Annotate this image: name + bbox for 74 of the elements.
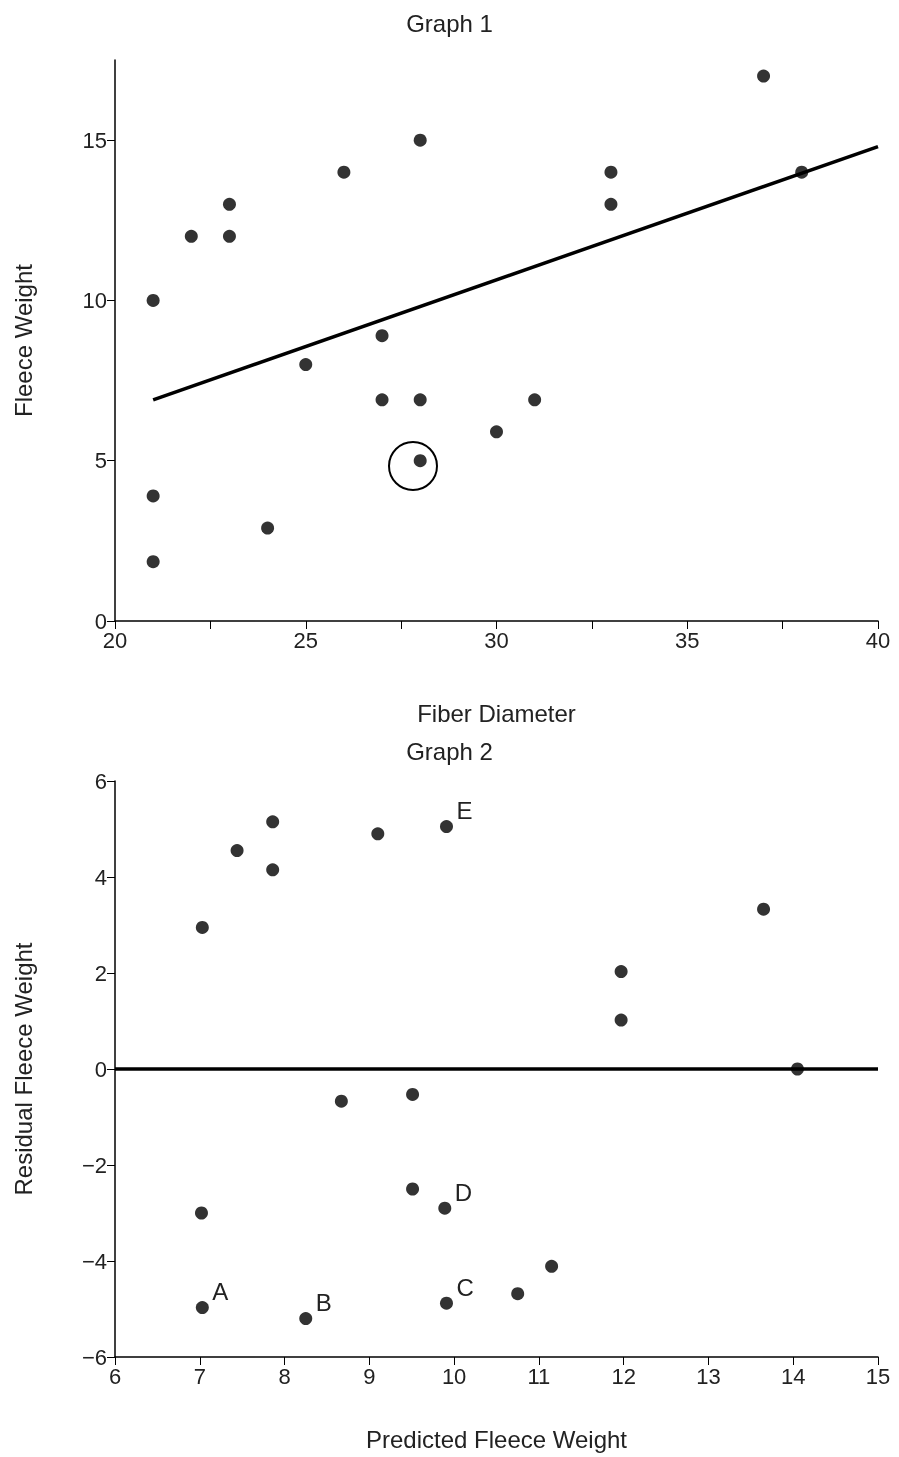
point	[545, 1259, 559, 1273]
y-tick-label: −4	[81, 1248, 107, 1274]
x-tick-label: 40	[865, 627, 891, 653]
point	[195, 1301, 209, 1315]
point	[528, 393, 542, 407]
point	[266, 863, 280, 877]
annotation: D	[454, 1178, 473, 1206]
x-tick-label: 12	[611, 1363, 636, 1389]
point	[222, 197, 236, 211]
y-axis-title: Residual Fleece Weight	[9, 942, 37, 1196]
point	[413, 133, 427, 147]
point	[195, 920, 209, 934]
point	[261, 521, 275, 535]
y-tick-label: 0	[94, 608, 107, 634]
annotation: C	[456, 1273, 474, 1301]
point	[184, 229, 198, 243]
point	[222, 229, 236, 243]
x-tick-label: 11	[527, 1363, 551, 1389]
annotation: A	[212, 1278, 229, 1306]
point	[757, 902, 771, 916]
point	[790, 1062, 804, 1076]
point	[299, 358, 313, 372]
y-tick-label: 10	[82, 287, 107, 313]
x-tick-label: 30	[484, 627, 509, 653]
point	[438, 1201, 452, 1215]
point	[406, 1087, 420, 1101]
point	[439, 820, 453, 834]
y-tick-label: −6	[81, 1344, 107, 1370]
point	[795, 165, 809, 179]
x-tick-label: 14	[780, 1363, 806, 1389]
chart-title: Graph 2	[406, 737, 493, 765]
point	[230, 844, 244, 858]
y-tick-label: 5	[94, 448, 107, 474]
point	[337, 165, 351, 179]
point	[439, 1296, 453, 1310]
point	[146, 555, 160, 569]
x-tick-label: 13	[696, 1363, 721, 1389]
point	[194, 1206, 208, 1220]
point	[266, 815, 280, 829]
point	[375, 393, 389, 407]
x-tick-label: 35	[675, 627, 700, 653]
point	[490, 425, 503, 439]
x-tick-label: 7	[193, 1363, 206, 1389]
point	[334, 1094, 348, 1108]
x-axis-title: Predicted Fleece Weight	[365, 1425, 628, 1453]
y-tick-label: −2	[81, 1152, 107, 1178]
point	[146, 489, 160, 503]
annotation: E	[456, 797, 473, 825]
point	[371, 827, 385, 841]
x-axis-title: Fiber Diameter	[417, 699, 576, 727]
x-tick-label: 10	[441, 1363, 467, 1389]
point	[146, 293, 160, 307]
point	[757, 69, 771, 83]
annotation: B	[315, 1289, 332, 1317]
x-tick-label: 8	[278, 1363, 291, 1389]
point	[406, 1182, 420, 1196]
y-tick-label: 0	[94, 1056, 107, 1082]
point	[511, 1287, 525, 1301]
point	[604, 165, 618, 179]
x-tick-label: 15	[865, 1363, 891, 1389]
y-tick-label: 2	[94, 960, 107, 986]
y-tick-label: 6	[94, 768, 107, 794]
y-tick-label: 4	[94, 864, 107, 890]
point	[413, 393, 427, 407]
chart-title: Graph 1	[406, 9, 493, 37]
x-tick-label: 25	[293, 627, 318, 653]
y-axis-title: Fleece Weight	[9, 263, 37, 417]
point	[614, 965, 628, 979]
point	[299, 1312, 313, 1326]
x-tick-label: 9	[363, 1363, 376, 1389]
point	[375, 329, 389, 343]
y-tick-label: 15	[82, 127, 107, 153]
point	[604, 197, 618, 211]
point	[614, 1013, 628, 1027]
